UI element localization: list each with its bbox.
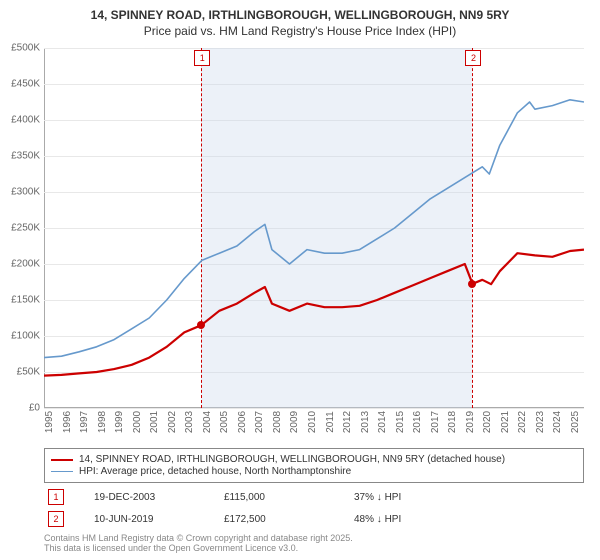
marker-price: £115,000 <box>224 492 354 503</box>
marker-id-box: 1 <box>48 489 64 505</box>
marker-id-box: 2 <box>48 511 64 527</box>
marker-table: 1 19-DEC-2003£115,00037% ↓ HPI 2 10-JUN-201… <box>44 489 584 527</box>
xtick-label: 2013 <box>360 411 371 433</box>
xtick-label: 2018 <box>447 411 458 433</box>
title-line2: Price paid vs. HM Land Registry's House … <box>10 24 590 38</box>
xtick-label: 2021 <box>500 411 511 433</box>
series-property <box>44 250 584 376</box>
xtick-label: 2008 <box>272 411 283 433</box>
xtick-label: 2004 <box>202 411 213 433</box>
marker-point <box>468 280 476 288</box>
marker-date: 10-JUN-2019 <box>94 514 224 525</box>
xtick-label: 2019 <box>465 411 476 433</box>
chart-container: 14, SPINNEY ROAD, IRTHLINGBOROUGH, WELLI… <box>0 0 600 560</box>
legend-area: 14, SPINNEY ROAD, IRTHLINGBOROUGH, WELLI… <box>44 448 584 553</box>
marker-delta: 37% ↓ HPI <box>354 492 484 503</box>
title-line1: 14, SPINNEY ROAD, IRTHLINGBOROUGH, WELLI… <box>10 8 590 22</box>
ytick-label: £200K <box>11 259 40 270</box>
xtick-label: 2010 <box>307 411 318 433</box>
xtick-label: 1995 <box>44 411 55 433</box>
title-block: 14, SPINNEY ROAD, IRTHLINGBOROUGH, WELLI… <box>0 0 600 42</box>
ytick-label: £400K <box>11 115 40 126</box>
ytick-label: £100K <box>11 331 40 342</box>
xtick-label: 1997 <box>79 411 90 433</box>
xtick-label: 2005 <box>219 411 230 433</box>
xtick-label: 2015 <box>395 411 406 433</box>
legend-swatch <box>51 471 73 472</box>
xtick-label: 1999 <box>114 411 125 433</box>
marker-point <box>197 321 205 329</box>
xtick-label: 2001 <box>149 411 160 433</box>
xtick-label: 2011 <box>325 411 336 433</box>
chart-area: £0£50K£100K£150K£200K£250K£300K£350K£400… <box>44 48 584 408</box>
marker-delta: 48% ↓ HPI <box>354 514 484 525</box>
xtick-label: 2006 <box>237 411 248 433</box>
marker-box: 1 <box>194 50 210 66</box>
xtick-label: 2014 <box>377 411 388 433</box>
ytick-label: £500K <box>11 43 40 54</box>
legend-label: HPI: Average price, detached house, Nort… <box>79 466 351 477</box>
xtick-label: 1996 <box>62 411 73 433</box>
legend-row: HPI: Average price, detached house, Nort… <box>51 466 577 477</box>
ytick-label: £300K <box>11 187 40 198</box>
marker-table-row: 2 10-JUN-2019£172,50048% ↓ HPI <box>44 511 584 527</box>
ytick-label: £450K <box>11 79 40 90</box>
footer: Contains HM Land Registry data © Crown c… <box>44 533 584 553</box>
xtick-label: 2007 <box>254 411 265 433</box>
legend-swatch <box>51 459 73 461</box>
xtick-label: 2009 <box>289 411 300 433</box>
legend-row: 14, SPINNEY ROAD, IRTHLINGBOROUGH, WELLI… <box>51 454 577 465</box>
footer-line1: Contains HM Land Registry data © Crown c… <box>44 533 584 543</box>
marker-date: 19-DEC-2003 <box>94 492 224 503</box>
ytick-label: £250K <box>11 223 40 234</box>
ytick-label: £50K <box>17 367 40 378</box>
ytick-label: £350K <box>11 151 40 162</box>
xtick-label: 1998 <box>97 411 108 433</box>
ytick-label: £150K <box>11 295 40 306</box>
legend-label: 14, SPINNEY ROAD, IRTHLINGBOROUGH, WELLI… <box>79 454 505 465</box>
xtick-label: 2000 <box>132 411 143 433</box>
xtick-label: 2017 <box>430 411 441 433</box>
marker-price: £172,500 <box>224 514 354 525</box>
xtick-label: 2003 <box>184 411 195 433</box>
line-layer <box>44 48 584 408</box>
xtick-label: 2002 <box>167 411 178 433</box>
legend-box: 14, SPINNEY ROAD, IRTHLINGBOROUGH, WELLI… <box>44 448 584 483</box>
xtick-label: 2012 <box>342 411 353 433</box>
xtick-label: 2020 <box>482 411 493 433</box>
xtick-label: 2022 <box>517 411 528 433</box>
ytick-label: £0 <box>29 403 40 414</box>
marker-table-row: 1 19-DEC-2003£115,00037% ↓ HPI <box>44 489 584 505</box>
xtick-label: 2023 <box>535 411 546 433</box>
xtick-label: 2016 <box>412 411 423 433</box>
xtick-label: 2025 <box>570 411 581 433</box>
gridline-h <box>44 408 584 409</box>
xtick-label: 2024 <box>552 411 563 433</box>
footer-line2: This data is licensed under the Open Gov… <box>44 543 584 553</box>
marker-box: 2 <box>465 50 481 66</box>
series-hpi <box>44 100 584 358</box>
